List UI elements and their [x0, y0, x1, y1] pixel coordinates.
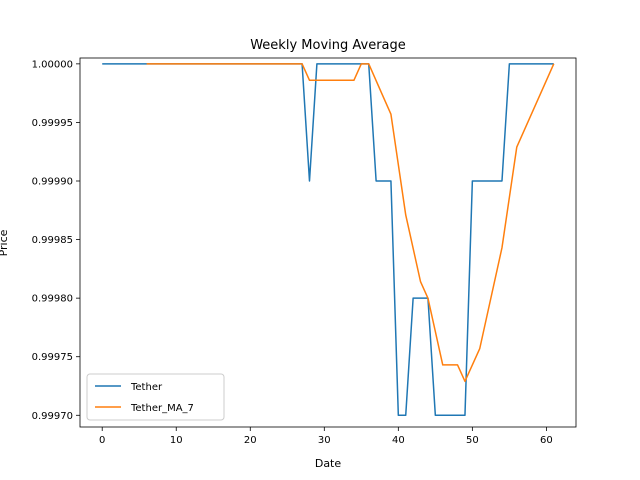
y-tick-label: 0.99970: [32, 411, 73, 422]
x-axis-label: Date: [315, 457, 342, 470]
y-tick-label: 0.99985: [32, 235, 73, 246]
legend: Tether Tether_MA_7: [86, 373, 225, 421]
plot-lines: [102, 63, 555, 417]
x-tick-label: 60: [540, 435, 553, 446]
y-tick-label: 1.00000: [32, 59, 73, 70]
x-axis-ticks: 0 10 20 30 40 50 60: [99, 427, 553, 446]
y-tick-label: 0.99995: [32, 118, 73, 129]
x-tick-label: 0: [99, 435, 105, 446]
x-tick-label: 20: [244, 435, 257, 446]
x-tick-label: 40: [392, 435, 405, 446]
y-tick-label: 0.99990: [32, 177, 73, 188]
legend-label-tether: Tether: [130, 382, 163, 393]
y-tick-label: 0.99975: [32, 352, 73, 363]
x-tick-label: 10: [170, 435, 183, 446]
y-axis-ticks: 0.99970 0.99975 0.99980 0.99985 0.99990 0.999…: [32, 59, 80, 422]
legend-label-tether-ma-7: Tether_MA_7: [130, 403, 194, 414]
plot-frame: [79, 57, 577, 428]
y-axis-label: Price: [0, 229, 10, 256]
legend-box: [86, 373, 225, 421]
y-tick-label: 0.99980: [32, 294, 73, 305]
chart-title: Weekly Moving Average: [250, 38, 406, 53]
x-tick-label: 50: [466, 435, 479, 446]
x-tick-label: 30: [318, 435, 331, 446]
series-line-tether-ma-7: [146, 63, 555, 383]
series-line-tether: [102, 63, 554, 417]
